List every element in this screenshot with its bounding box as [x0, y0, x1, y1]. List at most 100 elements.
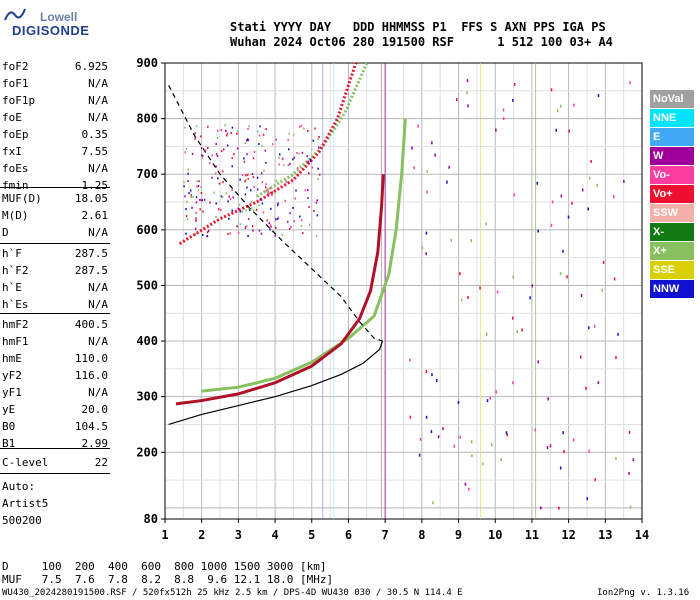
- echo-dot: [185, 147, 188, 150]
- echo-dot: [207, 229, 210, 232]
- echo-dot: [315, 201, 318, 204]
- echo-dot: [236, 225, 238, 228]
- echo-dot: [203, 198, 206, 201]
- artist-code: 500200: [2, 514, 42, 527]
- param-a-0: foF2 6.925: [2, 60, 108, 74]
- echo-dot: [191, 152, 194, 155]
- noise-dot: [613, 195, 615, 199]
- noise-dot: [470, 440, 473, 444]
- echo-dot: [195, 211, 197, 214]
- param-key: fxI: [2, 145, 22, 158]
- echo-dot: [302, 232, 304, 235]
- echo-dot: [285, 180, 287, 183]
- echo-dot: [278, 156, 280, 159]
- param-key: fmin: [2, 179, 29, 192]
- y-tick-label: 200: [136, 445, 158, 459]
- echo-dot: [292, 158, 294, 161]
- echo-dot: [241, 174, 244, 177]
- o-mode-trace: [175, 174, 385, 406]
- echo-dot: [287, 138, 289, 141]
- lowell-logo-icon: [4, 6, 26, 22]
- noise-dot: [629, 81, 631, 85]
- noise-dot: [628, 471, 630, 475]
- echo-dot: [318, 146, 320, 149]
- echo-dot: [286, 220, 289, 223]
- noise-dot: [516, 330, 518, 334]
- noise-dot: [617, 332, 619, 336]
- noise-dot: [563, 449, 565, 453]
- echo-dot: [278, 163, 280, 166]
- echo-dot: [201, 199, 203, 202]
- param-value: N/A: [88, 281, 108, 294]
- noise-dot: [442, 427, 444, 431]
- echo-dot: [202, 210, 204, 213]
- x-tick-label: 2: [198, 528, 205, 542]
- x-tick-label: 14: [635, 528, 649, 542]
- echo-dot: [288, 227, 291, 230]
- echo-dot: [246, 139, 248, 142]
- noise-dot: [566, 275, 568, 279]
- noise-dot: [559, 104, 562, 108]
- x-tick-label: 8: [418, 528, 425, 542]
- echo-dot: [239, 210, 242, 213]
- echo-dot: [241, 210, 244, 213]
- noise-dot: [431, 141, 433, 145]
- noise-dot: [490, 443, 493, 447]
- echo-dot: [197, 184, 200, 187]
- noise-dot: [426, 169, 428, 173]
- echo-dot: [194, 132, 196, 135]
- y-tick-label: 300: [136, 390, 158, 404]
- echo-dot: [243, 160, 246, 163]
- noise-dot: [586, 497, 588, 501]
- echo-dot: [316, 199, 319, 202]
- echo-dot: [246, 225, 248, 228]
- echo-dot: [284, 199, 286, 202]
- echo-dot: [211, 154, 213, 157]
- echo-dot: [248, 209, 251, 212]
- echo-dot: [200, 185, 202, 188]
- legend-item-sse: SSE: [650, 261, 694, 279]
- param-a-2: foF1p N/A: [2, 94, 108, 108]
- param-a-6: foEs N/A: [2, 162, 108, 176]
- echo-dot: [318, 136, 320, 139]
- noise-dot: [506, 433, 508, 437]
- echo-dot: [281, 233, 284, 236]
- echo-dot: [230, 131, 232, 134]
- echo-dot: [317, 167, 319, 170]
- echo-dot: [244, 193, 247, 196]
- echo-dot: [244, 142, 247, 145]
- echo-dot: [194, 219, 197, 222]
- echo-dot: [253, 151, 256, 154]
- echo-dot: [200, 191, 203, 194]
- param-key: hmF2: [2, 318, 29, 331]
- noise-dot: [550, 223, 553, 227]
- noise-dot: [467, 104, 469, 108]
- echo-dot: [189, 189, 192, 192]
- legend-item-e: E: [650, 128, 694, 146]
- echo-dot: [275, 218, 277, 221]
- param-value: N/A: [88, 335, 108, 348]
- echo-dot: [304, 189, 306, 192]
- param-key: h`F: [2, 247, 22, 260]
- echo-dot: [261, 144, 263, 147]
- param-d-0: hmF2 400.5: [2, 318, 108, 332]
- x-tick-label: 12: [561, 528, 575, 542]
- echo-dot: [265, 128, 267, 131]
- echo-dot: [252, 176, 255, 179]
- param-value: 400.5: [74, 318, 108, 331]
- noise-dot: [546, 446, 549, 450]
- echo-dot: [201, 156, 204, 159]
- param-value: 18.05: [74, 192, 108, 205]
- noise-dot: [419, 437, 422, 441]
- echo-dot: [247, 177, 249, 180]
- echo-dot: [296, 151, 298, 154]
- echo-dot: [196, 180, 198, 183]
- noise-dot: [466, 79, 469, 83]
- echo-dot: [201, 154, 203, 157]
- echo-dot: [313, 209, 315, 212]
- param-d-5: yE 20.0: [2, 403, 108, 417]
- echo-dot: [266, 191, 269, 194]
- param-divider: [0, 448, 110, 449]
- noise-dot: [531, 284, 534, 288]
